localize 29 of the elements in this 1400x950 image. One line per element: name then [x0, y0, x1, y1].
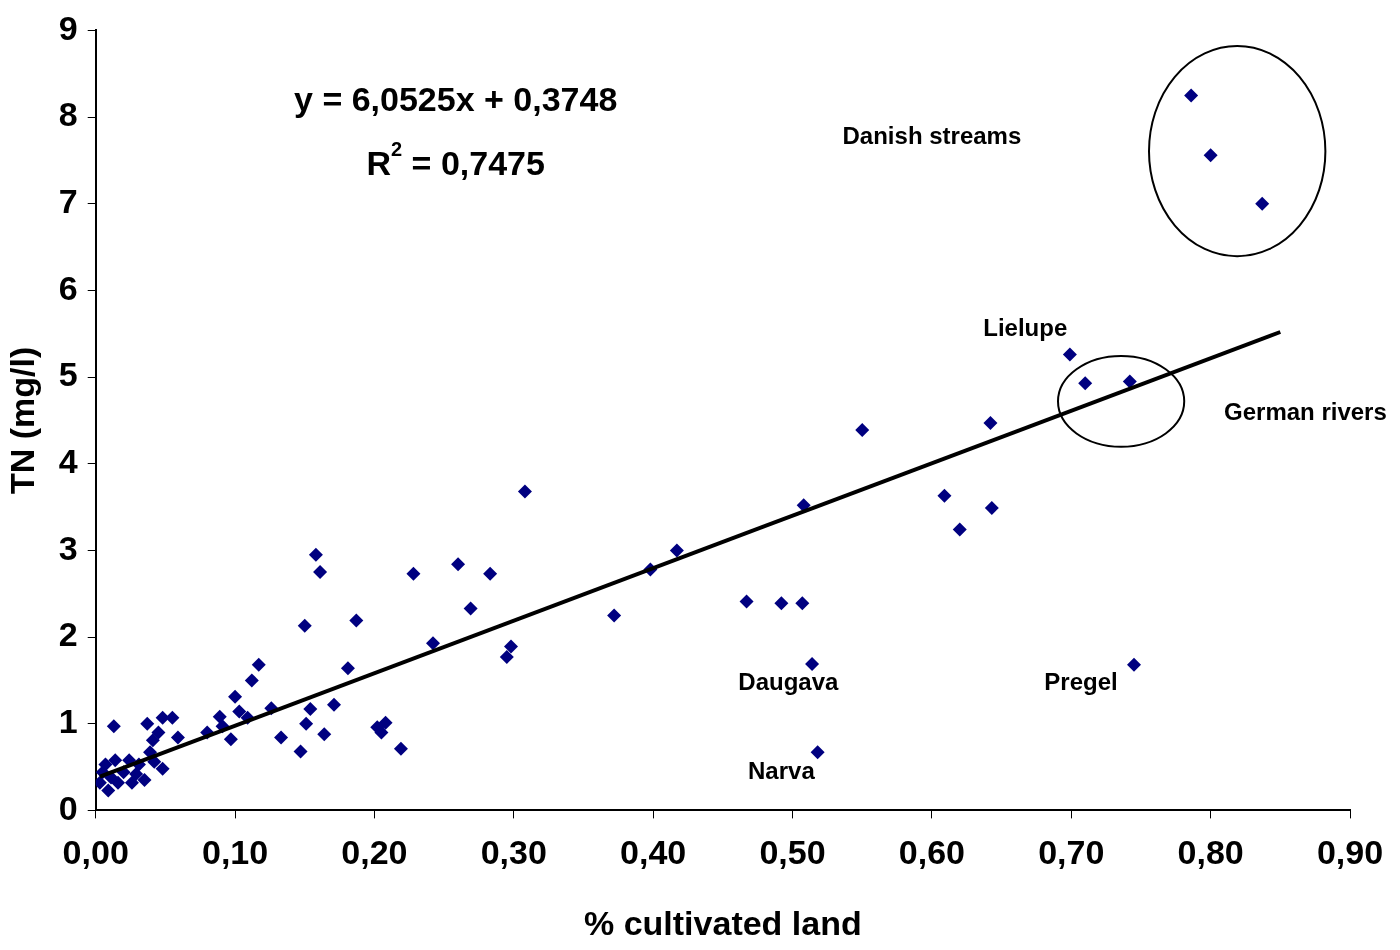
annotation: German rivers — [1224, 398, 1387, 426]
annotation: Pregel — [1044, 668, 1118, 696]
annotation: Narva — [748, 756, 816, 784]
x-tick-label: 0,10 — [201, 833, 269, 872]
x-axis-title: % cultivated land — [583, 903, 862, 942]
x-tick-label: 0,20 — [341, 833, 408, 872]
annotation: Lielupe — [983, 314, 1068, 342]
annotation: Danish streams — [842, 121, 1022, 149]
x-tick-label: 0,90 — [1316, 833, 1384, 872]
y-tick-label: 0 — [58, 788, 78, 827]
x-tick-label: 0,00 — [62, 833, 129, 872]
x-tick-label: 0,50 — [759, 833, 826, 872]
y-axis-title: TN (mg/l) — [2, 346, 41, 495]
x-tick-label: 0,40 — [620, 833, 687, 872]
y-tick-label: 4 — [58, 442, 78, 481]
annotation: y = 6,0525x + 0,3748 — [294, 79, 618, 118]
y-tick-label: 1 — [58, 702, 78, 741]
y-tick-label: 7 — [58, 182, 78, 221]
y-tick-label: 8 — [58, 95, 78, 134]
x-tick-label: 0,80 — [1177, 833, 1244, 872]
y-tick-label: 2 — [58, 615, 78, 654]
y-tick-label: 5 — [58, 355, 78, 394]
y-tick-label: 9 — [58, 8, 78, 47]
x-tick-label: 0,60 — [898, 833, 965, 872]
y-tick-label: 3 — [58, 528, 78, 567]
annotation: Daugava — [738, 668, 840, 696]
x-tick-label: 0,30 — [480, 833, 547, 872]
y-tick-label: 6 — [58, 268, 78, 307]
x-tick-label: 0,70 — [1038, 833, 1105, 872]
